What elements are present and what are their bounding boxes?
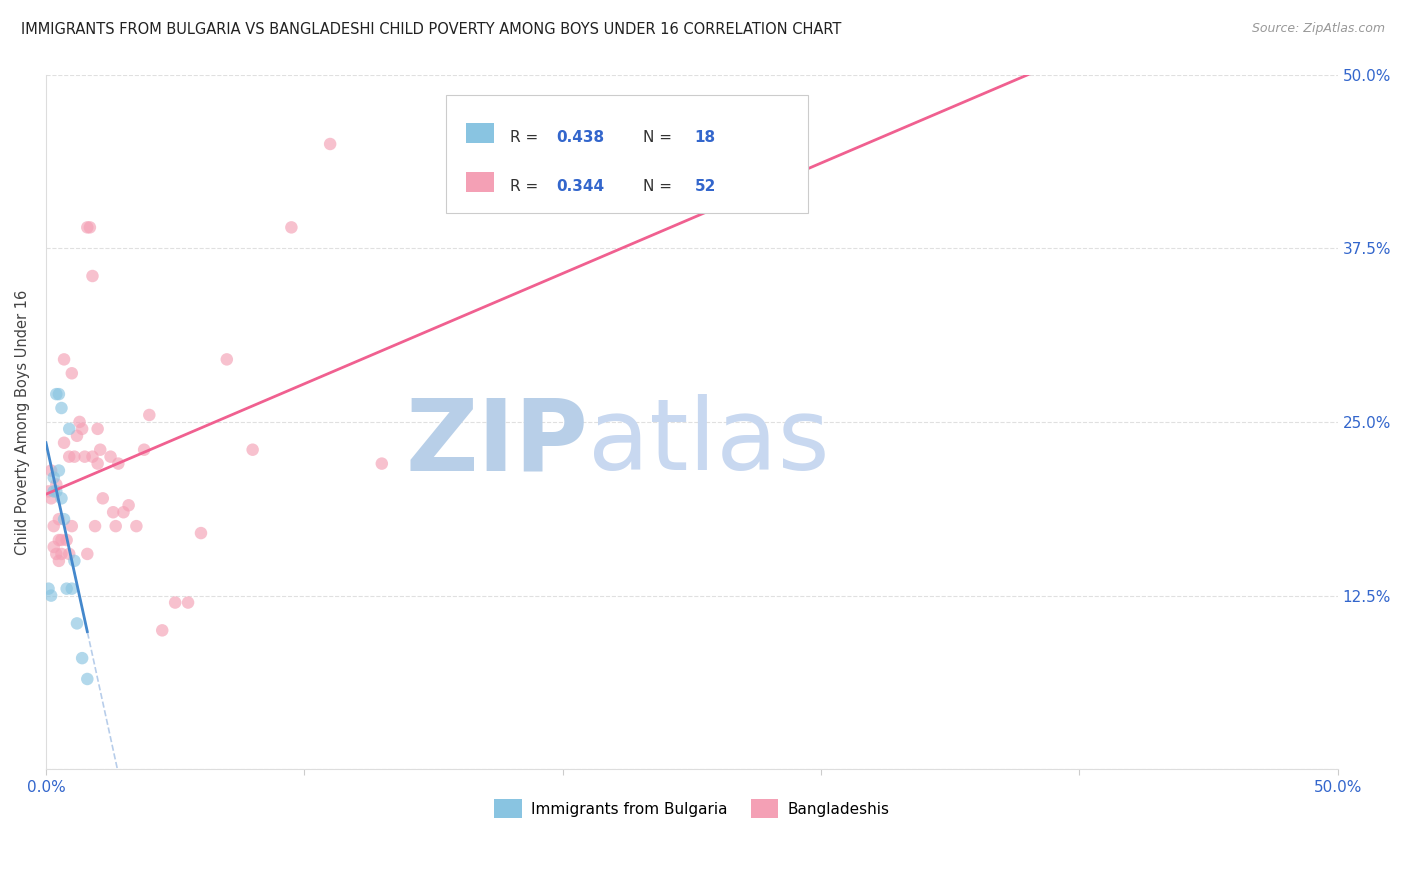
Point — [215, 352, 238, 367]
Point — [51, 533, 73, 547]
Point — [190, 526, 212, 541]
Point — [45, 484, 67, 499]
Point — [58, 422, 80, 436]
Point — [177, 596, 200, 610]
Point — [117, 498, 139, 512]
Point — [73, 450, 96, 464]
Point — [48, 387, 70, 401]
Point — [371, 457, 394, 471]
Point — [63, 554, 86, 568]
Point — [53, 352, 76, 367]
Point — [39, 589, 62, 603]
Text: 52: 52 — [695, 179, 716, 194]
Point — [82, 268, 104, 283]
Text: R =: R = — [510, 179, 543, 194]
Point — [76, 547, 98, 561]
Point — [70, 422, 93, 436]
Point — [53, 512, 76, 526]
Point — [39, 491, 62, 506]
Point — [63, 450, 86, 464]
Point — [42, 519, 65, 533]
Point — [319, 136, 342, 151]
Point — [138, 408, 160, 422]
Point — [100, 450, 122, 464]
Text: Source: ZipAtlas.com: Source: ZipAtlas.com — [1251, 22, 1385, 36]
Point — [66, 429, 89, 443]
Point — [45, 547, 67, 561]
Point — [79, 220, 101, 235]
Point — [38, 582, 60, 596]
Point — [60, 366, 83, 380]
Point — [69, 415, 91, 429]
Point — [58, 450, 80, 464]
Point — [48, 533, 70, 547]
Text: N =: N = — [643, 129, 676, 145]
Point — [165, 596, 187, 610]
Point — [58, 547, 80, 561]
Point — [280, 220, 302, 235]
Text: 0.344: 0.344 — [557, 179, 605, 194]
Point — [242, 442, 264, 457]
Text: IMMIGRANTS FROM BULGARIA VS BANGLADESHI CHILD POVERTY AMONG BOYS UNDER 16 CORREL: IMMIGRANTS FROM BULGARIA VS BANGLADESHI … — [21, 22, 841, 37]
Point — [86, 422, 108, 436]
Point — [60, 519, 83, 533]
Point — [51, 401, 73, 415]
Point — [60, 582, 83, 596]
Point — [55, 582, 77, 596]
Point — [39, 464, 62, 478]
Point — [86, 457, 108, 471]
Point — [76, 220, 98, 235]
Point — [48, 554, 70, 568]
Point — [48, 464, 70, 478]
Point — [101, 505, 124, 519]
Y-axis label: Child Poverty Among Boys Under 16: Child Poverty Among Boys Under 16 — [15, 289, 30, 555]
Text: 0.438: 0.438 — [557, 129, 605, 145]
Point — [150, 624, 173, 638]
Point — [84, 519, 107, 533]
Point — [125, 519, 148, 533]
Point — [55, 533, 77, 547]
Text: ZIP: ZIP — [405, 394, 589, 491]
Text: atlas: atlas — [589, 394, 830, 491]
Point — [42, 470, 65, 484]
Point — [66, 616, 89, 631]
Text: R =: R = — [510, 129, 543, 145]
Point — [112, 505, 135, 519]
Bar — [465, 172, 494, 192]
Point — [89, 442, 111, 457]
Point — [45, 477, 67, 491]
Text: N =: N = — [643, 179, 676, 194]
Point — [91, 491, 114, 506]
Point — [38, 484, 60, 499]
Point — [134, 442, 156, 457]
Legend: Immigrants from Bulgaria, Bangladeshis: Immigrants from Bulgaria, Bangladeshis — [488, 793, 896, 824]
Point — [70, 651, 93, 665]
Point — [48, 512, 70, 526]
Bar — [465, 123, 494, 143]
Point — [76, 672, 98, 686]
Point — [104, 519, 127, 533]
Bar — [446, 95, 808, 213]
Point — [53, 435, 76, 450]
Point — [51, 547, 73, 561]
Point — [42, 484, 65, 499]
Text: 18: 18 — [695, 129, 716, 145]
Point — [42, 540, 65, 554]
Point — [51, 491, 73, 506]
Point — [82, 450, 104, 464]
Point — [107, 457, 129, 471]
Point — [45, 387, 67, 401]
